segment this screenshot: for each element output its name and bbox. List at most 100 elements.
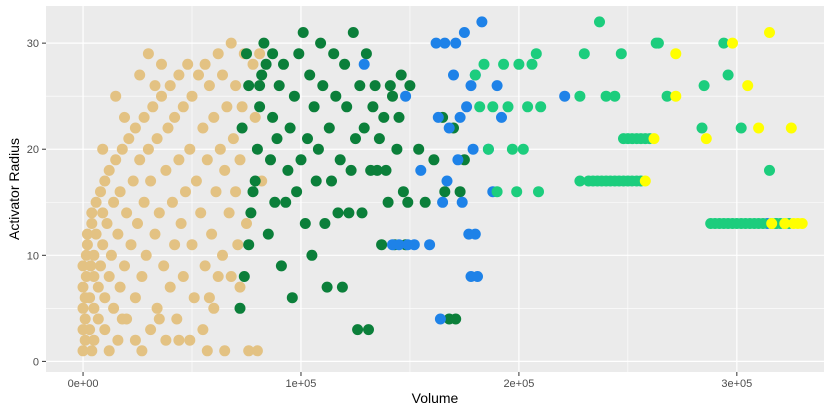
data-point xyxy=(97,239,109,251)
y-tick-label: 0 xyxy=(33,356,39,368)
data-point xyxy=(101,218,113,229)
data-point xyxy=(162,122,174,134)
data-point xyxy=(88,302,100,314)
data-point xyxy=(173,154,185,166)
data-point xyxy=(99,292,111,304)
data-point xyxy=(437,196,449,208)
data-point xyxy=(428,154,440,166)
data-point xyxy=(103,345,115,357)
data-point xyxy=(160,334,172,346)
data-point xyxy=(219,345,231,357)
data-point xyxy=(382,196,394,208)
data-point xyxy=(138,111,150,123)
data-point xyxy=(339,58,351,70)
data-point xyxy=(80,271,92,282)
data-point xyxy=(249,111,261,123)
data-point xyxy=(722,69,734,81)
data-point xyxy=(262,228,274,240)
data-point xyxy=(336,281,348,293)
data-point xyxy=(522,101,534,113)
data-point xyxy=(88,271,100,282)
data-point xyxy=(533,186,544,198)
data-point xyxy=(330,90,342,102)
data-point xyxy=(487,101,499,113)
data-point xyxy=(291,186,303,198)
data-point xyxy=(419,196,431,208)
data-point xyxy=(452,154,464,166)
data-point xyxy=(199,58,211,70)
data-point xyxy=(757,218,769,229)
x-tick-label: 0e+00 xyxy=(68,378,99,390)
data-point xyxy=(267,48,279,60)
data-point xyxy=(273,80,285,92)
data-point xyxy=(110,90,122,102)
data-point xyxy=(85,260,97,272)
data-point xyxy=(142,48,154,60)
data-point xyxy=(467,143,479,155)
data-point xyxy=(461,101,473,113)
data-point xyxy=(119,260,130,272)
data-point xyxy=(151,302,163,314)
data-point xyxy=(95,260,106,272)
data-point xyxy=(103,271,115,282)
data-point xyxy=(450,313,462,325)
data-point xyxy=(472,271,483,282)
data-point xyxy=(275,260,287,272)
data-point xyxy=(203,292,215,304)
data-point xyxy=(328,48,340,60)
data-point xyxy=(79,334,91,346)
data-point xyxy=(249,175,261,187)
data-point xyxy=(169,111,181,123)
data-point xyxy=(81,228,93,240)
data-point xyxy=(341,101,353,113)
data-point xyxy=(160,164,172,176)
data-point xyxy=(212,271,224,282)
data-point xyxy=(600,90,612,102)
data-point xyxy=(145,324,157,336)
data-point xyxy=(404,80,416,92)
data-point xyxy=(197,324,209,336)
data-point xyxy=(402,196,414,208)
data-point xyxy=(402,239,414,251)
data-point xyxy=(243,345,255,357)
data-point xyxy=(779,218,791,229)
data-point xyxy=(256,69,268,81)
data-point xyxy=(387,90,398,102)
data-point xyxy=(171,313,183,325)
data-point xyxy=(254,80,266,92)
x-axis-title: Volume xyxy=(412,390,459,406)
data-point xyxy=(482,143,494,155)
data-point xyxy=(526,58,538,70)
data-point xyxy=(269,196,281,208)
y-tick-label: 30 xyxy=(27,38,39,50)
data-point xyxy=(315,37,327,49)
data-point xyxy=(116,313,128,325)
data-point xyxy=(299,218,311,229)
data-point xyxy=(594,16,605,28)
data-point xyxy=(153,207,165,219)
data-point xyxy=(360,48,372,60)
data-point xyxy=(175,218,187,229)
data-point xyxy=(201,154,213,166)
data-point xyxy=(132,218,143,229)
data-point xyxy=(186,90,198,102)
data-point xyxy=(153,313,165,325)
data-point xyxy=(136,345,148,357)
data-point xyxy=(164,80,176,92)
data-point xyxy=(112,228,124,240)
data-point xyxy=(670,90,682,102)
data-point xyxy=(129,292,141,304)
data-point xyxy=(127,175,139,187)
data-point xyxy=(136,271,148,282)
data-point xyxy=(317,80,329,92)
axes: 0e+00 1e+05 2e+05 3e+05 0 10 20 30 xyxy=(27,38,753,390)
data-point xyxy=(282,164,294,176)
data-point xyxy=(234,302,246,314)
data-point xyxy=(469,228,481,240)
data-point xyxy=(271,133,283,145)
data-point xyxy=(502,101,514,113)
data-point xyxy=(753,122,765,134)
data-point xyxy=(225,37,237,49)
y-tick-label: 10 xyxy=(27,250,39,262)
data-point xyxy=(236,122,248,134)
